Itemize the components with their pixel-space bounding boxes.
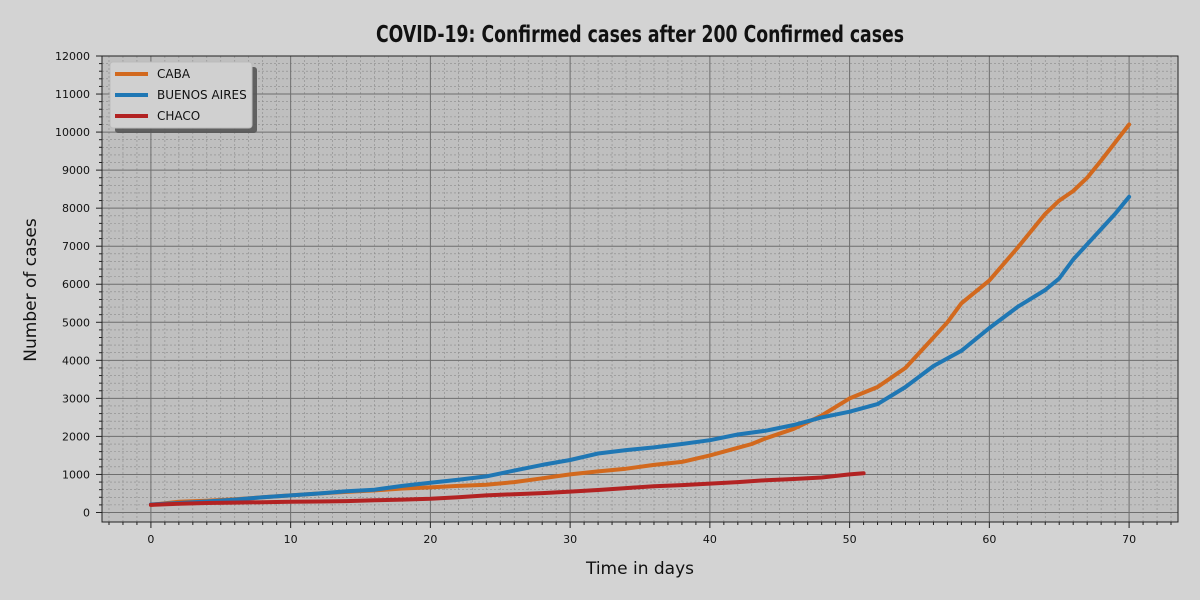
- y-tick-label: 8000: [62, 202, 90, 215]
- y-tick-label: 6000: [62, 278, 90, 291]
- x-tick-labels: 0 10 20 30 40 50 60 70: [147, 533, 1136, 546]
- x-axis-title: Time in days: [585, 559, 694, 579]
- y-tick-label: 7000: [62, 240, 90, 253]
- y-tick-label: 9000: [62, 164, 90, 177]
- y-tick-label: 3000: [62, 392, 90, 405]
- y-tick-label: 12000: [55, 50, 90, 63]
- x-tick-label: 0: [147, 533, 154, 546]
- x-tick-label: 10: [284, 533, 298, 546]
- axis-ticks: [96, 55, 1172, 528]
- y-tick-label: 10000: [55, 126, 90, 139]
- y-tick-label: 5000: [62, 316, 90, 329]
- y-tick-label: 4000: [62, 354, 90, 367]
- series-line-buenos-aires: [148, 194, 1132, 507]
- legend-box: [109, 61, 253, 129]
- series-lines: [148, 122, 1132, 507]
- major-grid: [102, 55, 1178, 522]
- x-tick-label: 40: [703, 533, 717, 546]
- x-tick-label: 60: [982, 533, 996, 546]
- x-tick-label: 30: [563, 533, 577, 546]
- x-tick-label: 50: [843, 533, 857, 546]
- y-tick-labels: 0 1000 2000 3000 4000 5000 6000 7000 8000 9000 100…: [55, 50, 90, 519]
- minor-grid: [102, 56, 1178, 522]
- y-axis-title: Number of cases: [21, 218, 41, 362]
- legend-label: BUENOS AIRES: [157, 88, 247, 102]
- y-tick-label: 0: [83, 506, 90, 519]
- y-tick-label: 2000: [62, 430, 90, 443]
- legend-label: CABA: [157, 67, 191, 81]
- legend: CABA BUENOS AIRES CHACO: [109, 61, 257, 133]
- x-tick-label: 70: [1122, 533, 1136, 546]
- series-line-chaco: [148, 471, 866, 507]
- chart-title: COVID-19: Confirmed cases after 200 Conf…: [376, 22, 904, 48]
- y-tick-label: 1000: [62, 468, 90, 481]
- y-tick-label: 11000: [55, 88, 90, 101]
- legend-label: CHACO: [157, 109, 200, 123]
- x-tick-label: 20: [423, 533, 437, 546]
